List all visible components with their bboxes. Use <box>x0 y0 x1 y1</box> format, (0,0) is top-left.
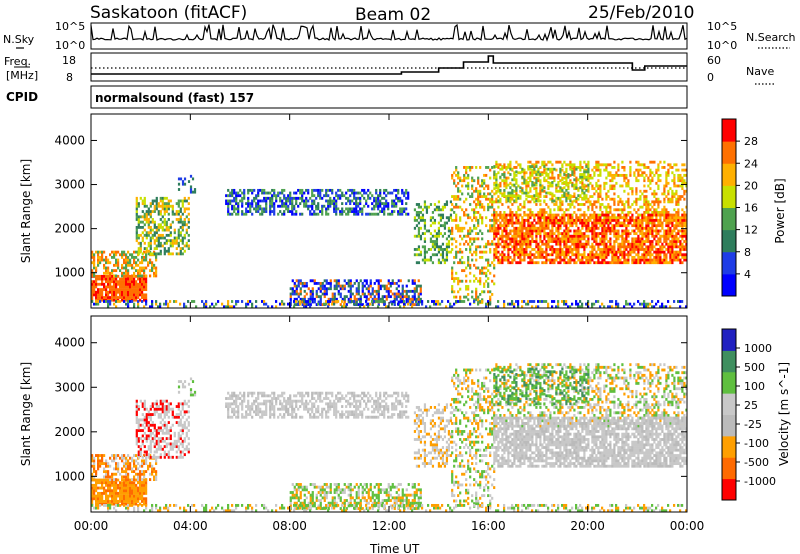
colorbar-swatch <box>722 119 736 142</box>
x-tick-label: 08:00 <box>272 519 307 533</box>
y-tick-label: 2000 <box>54 222 85 236</box>
colorbar-swatch <box>722 350 736 373</box>
colorbar-tick-label: -1000 <box>744 475 776 488</box>
date-title: 25/Feb/2010 <box>588 3 694 23</box>
freq-label: Freq. <box>4 55 31 68</box>
velocity-scatter <box>91 363 688 513</box>
colorbar-tick-label: 1000 <box>744 342 772 355</box>
nave-tick-bottom: 0 <box>707 71 714 84</box>
colorbar-tick-label: -500 <box>744 456 769 469</box>
nsearch-tick-top: 10^5 <box>707 20 737 33</box>
y-tick-label: 1000 <box>54 266 85 280</box>
x-tick-label: 16:00 <box>471 519 506 533</box>
nsky-label: N.Sky <box>3 33 35 46</box>
x-axis-label: Time UT <box>369 542 420 554</box>
cpid-label: CPID <box>6 90 38 104</box>
colorbar-tick-label: 28 <box>744 135 758 148</box>
y-tick-label: 2000 <box>54 425 85 439</box>
colorbar-swatch <box>722 329 736 351</box>
nsearch-label: N.Search <box>746 31 796 44</box>
nsky-panel: N.Sky 10^5 10^0 10^5 10^0 N.Search <box>3 20 796 52</box>
y-tick-label: 4000 <box>54 336 85 350</box>
power-colorbar-label: Power [dB] <box>773 178 787 243</box>
colorbar-swatch <box>722 457 736 480</box>
colorbar-tick-label: -100 <box>744 437 769 450</box>
colorbar-tick-label: 16 <box>744 202 758 215</box>
colorbar-swatch <box>722 478 736 501</box>
y-tick-label: 4000 <box>54 133 85 147</box>
power-colorbar: 28 24 20 16 12 8 4 <box>721 118 758 297</box>
power-scatter <box>91 160 688 309</box>
power-ylabel: Slant Range [km] <box>19 159 33 263</box>
power-panel: 4000 3000 2000 1000 Slant Range [km] 28 24 20… <box>19 113 787 309</box>
colorbar-swatch <box>722 141 736 164</box>
x-tick-label: 20:00 <box>570 519 605 533</box>
colorbar-swatch <box>722 185 736 208</box>
colorbar-tick-label: 25 <box>744 399 758 412</box>
colorbar-tick-label: -25 <box>744 418 762 431</box>
nsky-tick-top: 10^5 <box>55 20 85 33</box>
power-yticks: 4000 3000 2000 1000 <box>54 133 687 280</box>
colorbar-swatch <box>722 414 736 437</box>
x-tick-label: 00:00 <box>670 519 705 533</box>
station-title: Saskatoon (fitACF) <box>90 3 247 23</box>
freq-unit: [MHz] <box>6 69 38 82</box>
velocity-colorbar-label: Velocity [m s^-1] <box>777 362 791 466</box>
y-tick-label: 3000 <box>54 178 85 192</box>
freq-trace <box>91 55 687 75</box>
x-tick-label: 12:00 <box>372 519 407 533</box>
velocity-ylabel: Slant Range [km] <box>19 362 33 466</box>
velocity-colorbar: 1000 500 100 25 -25 -100 -500 -1000 <box>721 328 776 501</box>
velocity-yticks: 4000 3000 2000 1000 <box>54 336 687 483</box>
colorbar-tick-label: 24 <box>744 157 758 170</box>
nsky-trace <box>90 23 688 42</box>
colorbar-swatch <box>722 207 736 231</box>
colorbar-tick-label: 4 <box>744 268 751 281</box>
nave-label: Nave <box>746 65 774 78</box>
nave-tick-top: 60 <box>707 54 721 67</box>
colorbar-swatch <box>722 435 736 458</box>
colorbar-swatch <box>722 229 736 253</box>
cpid-value: normalsound (fast) 157 <box>95 91 254 105</box>
colorbar-tick-label: 500 <box>744 361 765 374</box>
colorbar-swatch <box>722 393 736 415</box>
colorbar-tick-label: 8 <box>744 246 751 259</box>
colorbar-swatch <box>722 163 736 186</box>
nsky-tick-bottom: 10^0 <box>55 39 85 52</box>
velocity-panel: 4000 3000 2000 1000 Slant Range [km] 1000 50… <box>19 315 791 513</box>
x-tick-label: 04:00 <box>173 519 208 533</box>
y-tick-label: 1000 <box>54 469 85 483</box>
colorbar-swatch <box>722 273 736 297</box>
colorbar-swatch <box>722 251 736 275</box>
freq-tick-top: 18 <box>62 54 76 67</box>
y-tick-label: 3000 <box>54 380 85 394</box>
freq-tick-bottom: 8 <box>66 71 73 84</box>
colorbar-tick-label: 12 <box>744 224 758 237</box>
x-axis-ticks: 00:00 04:00 08:00 12:00 16:00 20:00 00:00 <box>74 114 705 533</box>
x-tick-label: 00:00 <box>74 519 109 533</box>
colorbar-tick-label: 20 <box>744 179 758 192</box>
beam-title: Beam 02 <box>355 5 431 25</box>
nsearch-tick-bottom: 10^0 <box>707 39 737 52</box>
freq-panel: Freq. [MHz] 18 8 60 0 Nave <box>4 52 775 85</box>
colorbar-swatch <box>722 371 736 394</box>
colorbar-tick-label: 100 <box>744 380 765 393</box>
